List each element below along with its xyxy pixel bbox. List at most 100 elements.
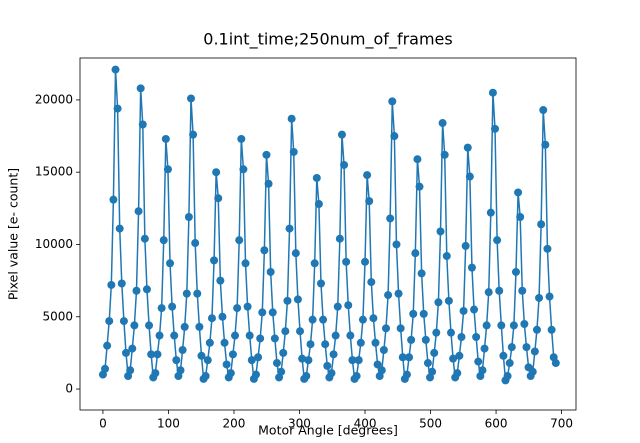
data-point <box>197 351 206 360</box>
data-point <box>507 343 516 352</box>
data-point <box>298 354 307 363</box>
data-point <box>444 296 453 305</box>
data-point <box>333 302 342 311</box>
data-point <box>287 114 296 123</box>
data-point <box>432 328 441 337</box>
data-point <box>293 295 302 304</box>
data-point <box>272 359 281 368</box>
data-point <box>291 249 300 258</box>
data-point <box>270 334 279 343</box>
data-point <box>296 327 305 336</box>
data-point <box>532 325 541 334</box>
data-point <box>522 343 531 352</box>
data-point <box>344 301 353 310</box>
data-point <box>151 369 160 378</box>
data-point <box>207 314 216 323</box>
data-point <box>363 171 372 180</box>
chart-title: 0.1int_time;250num_of_frames <box>203 30 452 50</box>
data-point <box>186 94 195 103</box>
data-point <box>235 236 244 245</box>
data-point <box>134 207 143 216</box>
data-point <box>140 234 149 243</box>
y-tick-label: 20000 <box>35 92 73 106</box>
data-point <box>117 279 126 288</box>
data-point <box>266 267 275 276</box>
data-point <box>373 360 382 369</box>
data-point <box>321 340 330 349</box>
data-point <box>547 325 556 334</box>
data-point <box>377 366 386 375</box>
data-point <box>256 334 265 343</box>
data-point <box>436 227 445 236</box>
data-point <box>138 120 147 129</box>
data-point <box>212 168 221 177</box>
data-point <box>419 309 428 318</box>
data-point <box>132 286 141 295</box>
data-point <box>411 249 420 258</box>
x-axis-label: Motor Angle [degrees] <box>258 423 398 438</box>
data-point <box>113 104 122 113</box>
data-point <box>449 354 458 363</box>
data-point <box>495 286 504 295</box>
data-point <box>168 302 177 311</box>
data-point <box>417 269 426 278</box>
data-point <box>111 65 120 74</box>
data-point <box>176 366 185 375</box>
data-point <box>245 331 254 340</box>
data-point <box>254 353 263 362</box>
data-point <box>264 179 273 188</box>
data-point <box>455 351 464 360</box>
data-point <box>182 289 191 298</box>
data-point <box>415 182 424 191</box>
data-point <box>543 244 552 253</box>
data-point <box>210 256 219 265</box>
data-point <box>105 317 114 326</box>
data-point <box>499 351 508 360</box>
data-point <box>216 276 225 285</box>
data-point <box>239 165 248 174</box>
data-point <box>214 194 223 203</box>
data-point <box>109 195 118 204</box>
data-point <box>520 319 529 328</box>
data-point <box>421 335 430 344</box>
data-point <box>130 321 139 330</box>
data-point <box>438 119 447 128</box>
data-point <box>398 353 407 362</box>
data-point <box>262 150 271 159</box>
data-point <box>306 340 315 349</box>
data-point <box>461 241 470 250</box>
data-point <box>222 360 231 369</box>
data-point <box>170 331 179 340</box>
data-point <box>126 366 135 375</box>
data-point <box>381 324 390 333</box>
x-tick-label: 600 <box>485 417 508 431</box>
data-point <box>488 88 497 97</box>
data-point <box>178 346 187 355</box>
data-point <box>145 321 154 330</box>
data-point <box>409 309 418 318</box>
data-point <box>279 348 288 357</box>
x-tick-label: 500 <box>419 417 442 431</box>
data-point <box>205 338 214 347</box>
data-point <box>115 224 124 233</box>
data-point <box>346 331 355 340</box>
data-point <box>486 208 495 217</box>
data-point <box>195 322 204 331</box>
data-point <box>530 347 539 356</box>
data-point <box>226 369 235 378</box>
data-point <box>319 315 328 324</box>
data-point <box>342 257 351 266</box>
data-point <box>545 292 554 301</box>
data-point <box>119 317 128 326</box>
data-point <box>472 332 481 341</box>
data-point <box>518 286 527 295</box>
data-point <box>308 315 317 324</box>
y-tick-label: 5000 <box>42 309 73 323</box>
x-tick-label: 400 <box>354 417 377 431</box>
data-point <box>413 155 422 164</box>
data-point <box>365 197 374 206</box>
data-point <box>457 332 466 341</box>
data-point <box>327 369 336 378</box>
x-tick-label: 100 <box>157 417 180 431</box>
